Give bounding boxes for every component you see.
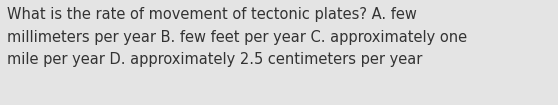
Text: What is the rate of movement of tectonic plates? A. few
millimeters per year B. : What is the rate of movement of tectonic…: [7, 7, 468, 67]
